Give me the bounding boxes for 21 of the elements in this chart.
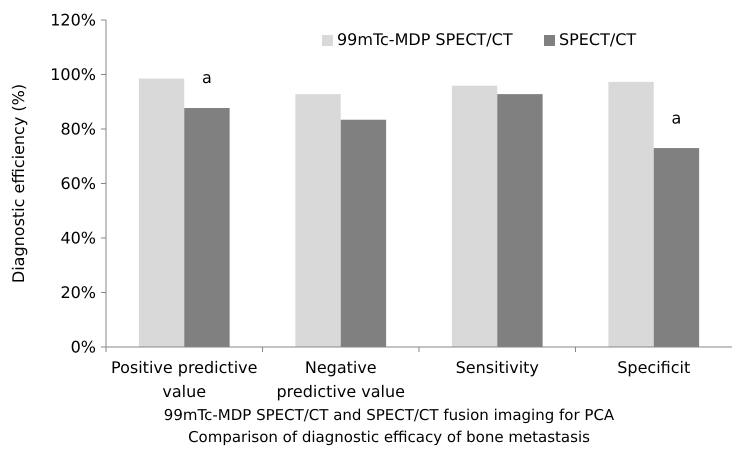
legend-label: 99mTc-MDP SPECT/CT	[337, 30, 513, 49]
bar	[138, 78, 184, 347]
y-tick-label: 20%	[60, 283, 96, 302]
y-tick-label: 120%	[50, 10, 96, 30]
y-tick-label: 80%	[60, 120, 96, 139]
bar	[295, 94, 341, 347]
x-tick-label: Sensitivity	[456, 358, 539, 377]
y-tick-label: 60%	[60, 174, 96, 194]
x-tick-label: Negative predictive value	[276, 358, 405, 401]
legend-label: SPECT/CT	[559, 30, 636, 49]
annotation: a	[672, 108, 682, 128]
y-tick-label: 0%	[70, 338, 96, 357]
x-tick-label: Specificit	[617, 358, 690, 377]
y-axis-title: Diagnostic efficiency (%)	[9, 84, 28, 284]
annotation: a	[202, 68, 212, 87]
bar	[452, 86, 498, 347]
y-tick-label: 100%	[50, 65, 96, 84]
x-axis-title: 99mTc-MDP SPECT/CT and SPECT/CT fusion imaging for PCA Comparison of diagnostic efficacy of bone metastasis	[164, 406, 615, 446]
x-tick-label: Positive predictive value	[111, 358, 258, 401]
y-tick-label: 40%	[60, 228, 96, 248]
bar	[608, 82, 654, 347]
